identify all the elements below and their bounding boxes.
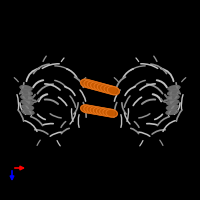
Ellipse shape bbox=[166, 105, 178, 110]
Ellipse shape bbox=[166, 110, 178, 114]
Ellipse shape bbox=[100, 108, 111, 116]
Ellipse shape bbox=[21, 100, 33, 105]
Ellipse shape bbox=[107, 86, 119, 95]
Ellipse shape bbox=[93, 107, 105, 115]
Ellipse shape bbox=[104, 86, 116, 94]
Ellipse shape bbox=[106, 109, 117, 117]
Ellipse shape bbox=[167, 100, 179, 105]
Ellipse shape bbox=[91, 82, 103, 90]
Ellipse shape bbox=[168, 90, 180, 95]
Ellipse shape bbox=[97, 84, 109, 92]
Ellipse shape bbox=[21, 95, 33, 100]
Ellipse shape bbox=[103, 109, 114, 117]
Ellipse shape bbox=[87, 106, 98, 114]
Ellipse shape bbox=[167, 95, 179, 100]
Ellipse shape bbox=[22, 105, 34, 110]
Ellipse shape bbox=[87, 81, 99, 89]
Ellipse shape bbox=[22, 110, 34, 114]
Ellipse shape bbox=[20, 90, 32, 95]
Ellipse shape bbox=[84, 80, 96, 88]
Ellipse shape bbox=[94, 83, 106, 91]
Ellipse shape bbox=[81, 105, 92, 113]
Ellipse shape bbox=[168, 86, 180, 90]
Ellipse shape bbox=[96, 108, 108, 115]
Ellipse shape bbox=[90, 107, 102, 114]
Ellipse shape bbox=[84, 105, 95, 113]
Ellipse shape bbox=[101, 85, 113, 93]
Ellipse shape bbox=[20, 86, 32, 90]
Ellipse shape bbox=[81, 79, 93, 88]
